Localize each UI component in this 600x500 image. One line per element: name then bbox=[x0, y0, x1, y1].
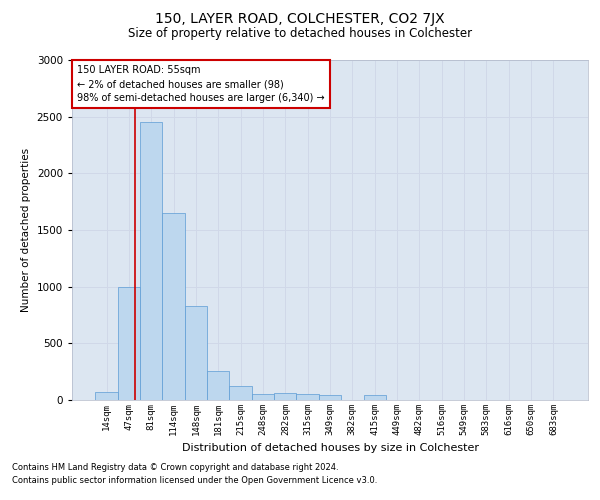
Bar bbox=[185, 306, 207, 400]
Bar bbox=[364, 396, 386, 400]
X-axis label: Distribution of detached houses by size in Colchester: Distribution of detached houses by size … bbox=[182, 444, 479, 454]
Bar bbox=[163, 213, 185, 400]
Bar bbox=[229, 386, 252, 400]
Bar bbox=[274, 392, 296, 400]
Bar bbox=[207, 370, 229, 400]
Text: 150, LAYER ROAD, COLCHESTER, CO2 7JX: 150, LAYER ROAD, COLCHESTER, CO2 7JX bbox=[155, 12, 445, 26]
Text: Size of property relative to detached houses in Colchester: Size of property relative to detached ho… bbox=[128, 28, 472, 40]
Bar bbox=[296, 394, 319, 400]
Bar bbox=[95, 392, 118, 400]
Bar bbox=[140, 122, 163, 400]
Bar bbox=[252, 394, 274, 400]
Text: Contains HM Land Registry data © Crown copyright and database right 2024.: Contains HM Land Registry data © Crown c… bbox=[12, 464, 338, 472]
Text: Contains public sector information licensed under the Open Government Licence v3: Contains public sector information licen… bbox=[12, 476, 377, 485]
Y-axis label: Number of detached properties: Number of detached properties bbox=[21, 148, 31, 312]
Bar bbox=[319, 395, 341, 400]
Bar bbox=[118, 286, 140, 400]
Text: 150 LAYER ROAD: 55sqm
← 2% of detached houses are smaller (98)
98% of semi-detac: 150 LAYER ROAD: 55sqm ← 2% of detached h… bbox=[77, 65, 325, 103]
